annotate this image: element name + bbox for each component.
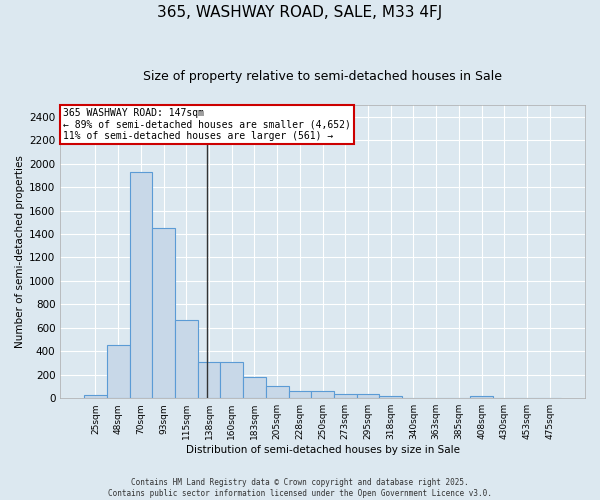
Bar (243, 377, 266, 398)
Bar (334, 394, 357, 398)
Bar (198, 362, 220, 398)
Bar (311, 391, 334, 398)
Bar (220, 362, 243, 398)
Bar (289, 390, 311, 398)
Bar (379, 396, 402, 398)
Bar (130, 172, 152, 398)
Bar (152, 228, 175, 398)
Bar (357, 394, 379, 398)
Title: Size of property relative to semi-detached houses in Sale: Size of property relative to semi-detach… (143, 70, 502, 83)
Y-axis label: Number of semi-detached properties: Number of semi-detached properties (15, 155, 25, 348)
Text: 365 WASHWAY ROAD: 147sqm
← 89% of semi-detached houses are smaller (4,652)
11% o: 365 WASHWAY ROAD: 147sqm ← 89% of semi-d… (63, 108, 351, 141)
X-axis label: Distribution of semi-detached houses by size in Sale: Distribution of semi-detached houses by … (185, 445, 460, 455)
Bar (266, 386, 289, 398)
Text: 365, WASHWAY ROAD, SALE, M33 4FJ: 365, WASHWAY ROAD, SALE, M33 4FJ (157, 5, 443, 20)
Bar (175, 320, 198, 398)
Bar (470, 396, 493, 398)
Bar (107, 345, 130, 398)
Text: Contains HM Land Registry data © Crown copyright and database right 2025.
Contai: Contains HM Land Registry data © Crown c… (108, 478, 492, 498)
Bar (84, 396, 107, 398)
